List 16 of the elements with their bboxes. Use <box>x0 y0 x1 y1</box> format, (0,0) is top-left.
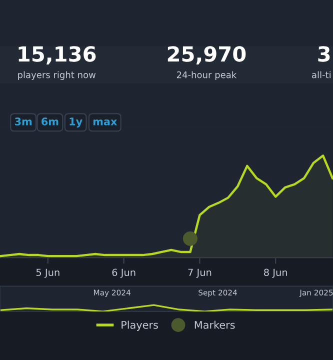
text: 25,970 <box>168 46 246 65</box>
text: players right now <box>18 71 96 80</box>
text: 1y <box>70 118 82 128</box>
text: 6m <box>42 118 58 126</box>
x-tick-label: 7 Jun <box>188 268 212 278</box>
text: all-ti <box>312 71 330 78</box>
x-tick-label: 5 Jun <box>36 268 60 278</box>
legend-label: Players <box>122 320 158 331</box>
text: 3m <box>14 118 32 126</box>
x-tick-label: 8 Jun <box>264 268 288 278</box>
text: 24-hour peak <box>176 71 237 80</box>
text: 3 <box>318 46 330 62</box>
text: max <box>93 119 118 126</box>
legend-label: Markers <box>194 320 235 329</box>
x-tick-label: 6 Jun <box>112 268 136 278</box>
text: 15,136 <box>18 46 96 65</box>
